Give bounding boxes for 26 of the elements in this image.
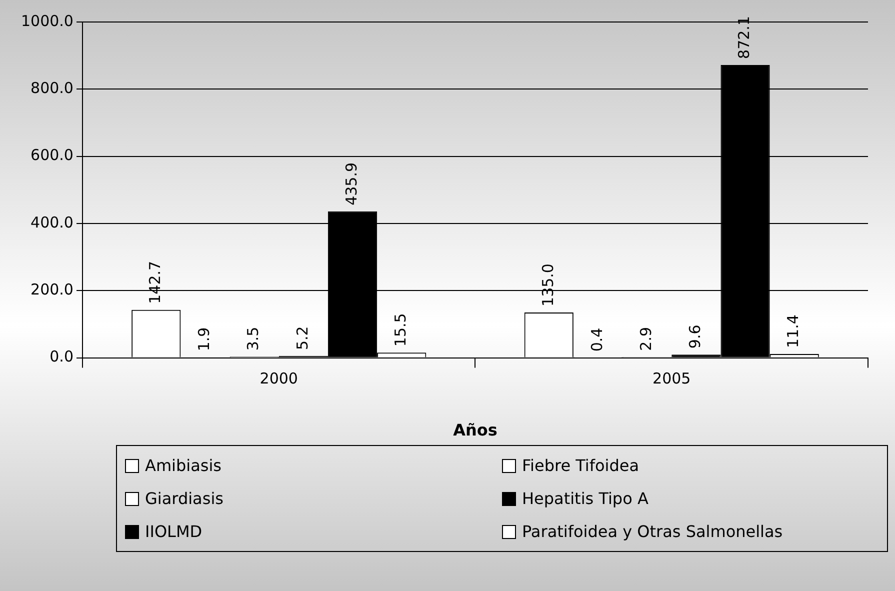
text: 9.6 [686,324,704,349]
text: 142.7 [146,260,164,304]
legend-label: Fiebre Tifoidea [522,456,640,475]
x-tick-label: 2000 [260,370,298,388]
text: 0.4 [588,328,606,352]
x-axis-title: Años [453,420,498,440]
y-tick-label: 200.0 [30,280,74,299]
y-tick-label: 1000.0 [20,12,74,30]
x-tick-label: 2005 [652,370,691,388]
text: 3.5 [244,326,262,351]
legend-label: Amibiasis [145,456,222,475]
text: 435.9 [342,162,360,206]
text: 15.5 [391,313,410,347]
y-tick-label: 0.0 [50,348,74,366]
text: 2.9 [636,326,655,351]
text: 11.4 [784,314,802,348]
y-tick-label: 400.0 [30,213,74,232]
y-tick-label: 600.0 [30,146,74,164]
y-tick-label: 800.0 [30,79,74,98]
legend-label: Hepatitis Tipo A [522,489,648,508]
legend-label: Paratifoidea y Otras Salmonellas [522,522,783,541]
text: 872.1 [735,16,754,59]
text: 5.2 [293,326,312,350]
legend-label: IIOLMD [145,522,202,541]
legend-label: Giardiasis [145,489,224,508]
text: 1.9 [195,327,214,352]
